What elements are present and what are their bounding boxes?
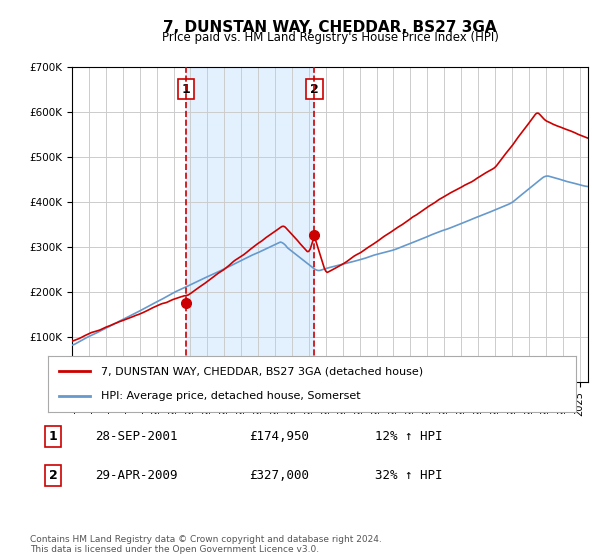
- Text: 12% ↑ HPI: 12% ↑ HPI: [376, 430, 443, 443]
- Text: 2: 2: [310, 83, 319, 96]
- Text: 1: 1: [49, 430, 58, 443]
- Bar: [186, 67, 314, 382]
- Text: HPI: Average price, detached house, Somerset: HPI: Average price, detached house, Some…: [101, 391, 361, 401]
- Text: 32% ↑ HPI: 32% ↑ HPI: [376, 469, 443, 482]
- Text: 7, DUNSTAN WAY, CHEDDAR, BS27 3GA (detached house): 7, DUNSTAN WAY, CHEDDAR, BS27 3GA (detac…: [101, 366, 423, 376]
- Text: 7, DUNSTAN WAY, CHEDDAR, BS27 3GA: 7, DUNSTAN WAY, CHEDDAR, BS27 3GA: [163, 20, 497, 35]
- Text: 28-SEP-2001: 28-SEP-2001: [95, 430, 178, 443]
- Text: Contains HM Land Registry data © Crown copyright and database right 2024.
This d: Contains HM Land Registry data © Crown c…: [30, 535, 382, 554]
- Text: £327,000: £327,000: [248, 469, 308, 482]
- Text: 29-APR-2009: 29-APR-2009: [95, 469, 178, 482]
- Text: £174,950: £174,950: [248, 430, 308, 443]
- Text: 2: 2: [49, 469, 58, 482]
- Text: Price paid vs. HM Land Registry's House Price Index (HPI): Price paid vs. HM Land Registry's House …: [161, 31, 499, 44]
- Text: 1: 1: [182, 83, 191, 96]
